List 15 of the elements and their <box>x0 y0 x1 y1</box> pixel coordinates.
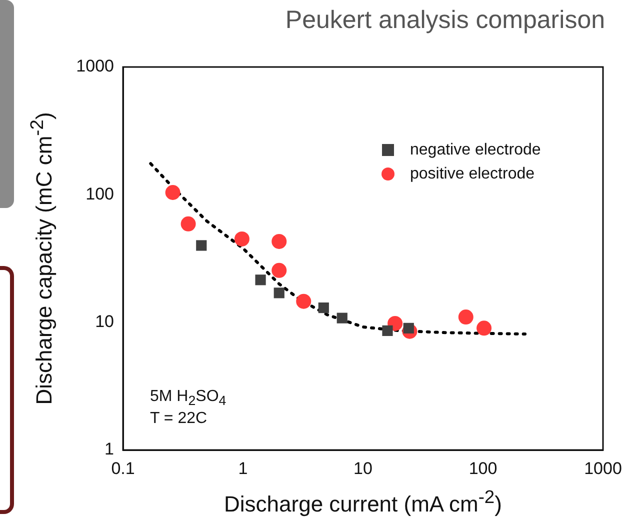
x-tick-label: 10 <box>354 458 372 478</box>
x-tick-label: 1000 <box>584 458 622 478</box>
x-tick-label: 100 <box>468 458 498 478</box>
y-tick-label: 10 <box>95 312 114 332</box>
annotation: T = 22C <box>150 410 208 428</box>
y-tick-label: 1 <box>104 440 114 459</box>
chart-title: Peukert analysis comparison <box>285 6 605 35</box>
y-tick-label: 1000 <box>76 56 114 76</box>
x-axis-title: Discharge current (mA cm$^{-2}$) <box>223 486 503 518</box>
x-tick-label: 1 <box>238 458 248 478</box>
x-tick-label: 0.1 <box>111 458 135 478</box>
y-tick-label: 100 <box>86 184 114 204</box>
annotation: 5M H$_{2}$SO$_{4}$ <box>150 388 226 408</box>
legend-label: positive electrode <box>410 165 535 182</box>
legend-label: negative electrode <box>410 141 541 158</box>
